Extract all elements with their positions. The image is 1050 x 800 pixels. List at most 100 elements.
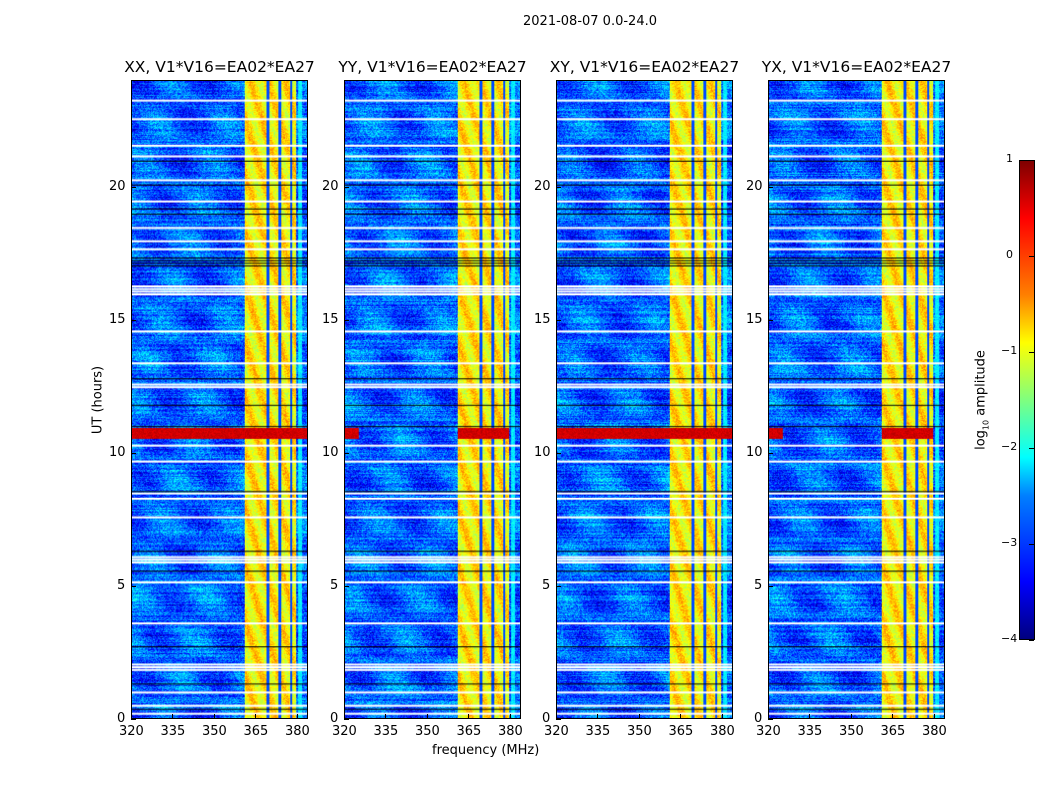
y-tick-mark — [131, 186, 136, 188]
y-tick-mark — [344, 719, 349, 720]
heatmap-panel — [768, 80, 945, 719]
panel-title: XY, V1*V16=EA02*EA27 — [549, 58, 740, 76]
y-tick-label: 0 — [542, 711, 551, 726]
x-tick-label: 380 — [921, 724, 947, 739]
x-tick-label: 335 — [797, 724, 823, 739]
y-tick-label: 20 — [109, 178, 126, 194]
colorbar-tick-mark — [1029, 160, 1034, 161]
y-tick-label: 10 — [534, 444, 551, 460]
colorbar — [1019, 160, 1035, 640]
y-tick-label: 15 — [322, 311, 339, 327]
x-tick-label: 335 — [160, 724, 186, 739]
x-tick-mark — [680, 714, 682, 719]
y-tick-label: 20 — [746, 178, 763, 194]
y-tick-mark — [131, 319, 136, 321]
y-tick-mark — [556, 719, 561, 720]
colorbar-tick-mark — [1029, 256, 1034, 257]
panel-title: YY, V1*V16=EA02*EA27 — [338, 58, 527, 76]
colorbar-tick-label: −1 — [1001, 344, 1018, 357]
colorbar-tick-mark — [1029, 352, 1034, 353]
x-tick-label: 380 — [709, 724, 735, 739]
y-tick-mark — [556, 585, 561, 587]
x-tick-mark — [597, 714, 599, 719]
y-tick-label: 0 — [754, 711, 763, 726]
y-tick-mark — [556, 186, 561, 188]
x-tick-mark — [344, 714, 345, 719]
y-tick-mark — [768, 319, 773, 321]
colorbar-tick-label: −3 — [1001, 536, 1018, 549]
x-tick-mark — [768, 714, 769, 719]
x-tick-mark — [509, 714, 511, 719]
colorbar-tick-label: 0 — [1006, 248, 1013, 261]
x-tick-label: 365 — [668, 724, 694, 739]
x-tick-label: 350 — [414, 724, 440, 739]
x-tick-mark — [468, 714, 470, 719]
x-tick-mark — [721, 714, 723, 719]
y-tick-label: 20 — [322, 178, 339, 194]
x-tick-mark — [213, 714, 215, 719]
heatmap-panel — [556, 80, 733, 719]
colorbar-label: log10 amplitude — [973, 350, 991, 450]
x-tick-mark — [809, 714, 811, 719]
y-tick-mark — [768, 719, 773, 720]
y-tick-label: 15 — [109, 311, 126, 327]
y-tick-label: 5 — [117, 577, 126, 593]
x-tick-label: 335 — [373, 724, 399, 739]
y-tick-mark — [556, 319, 561, 321]
x-tick-label: 320 — [756, 724, 781, 739]
y-tick-mark — [344, 452, 349, 454]
colorbar-tick-label: −4 — [1001, 632, 1018, 645]
y-tick-label: 5 — [754, 577, 763, 593]
colorbar-tick-mark — [1029, 544, 1034, 545]
x-tick-label: 350 — [626, 724, 652, 739]
y-tick-mark — [768, 585, 773, 587]
x-tick-mark — [933, 714, 935, 719]
x-tick-mark — [892, 714, 894, 719]
x-tick-label: 365 — [880, 724, 906, 739]
heatmap-canvas — [345, 81, 520, 718]
y-tick-label: 5 — [542, 577, 551, 593]
x-tick-mark — [556, 714, 557, 719]
x-tick-mark — [296, 714, 298, 719]
y-tick-mark — [344, 319, 349, 321]
y-tick-label: 20 — [534, 178, 551, 194]
y-tick-label: 15 — [534, 311, 551, 327]
x-tick-label: 380 — [284, 724, 310, 739]
y-tick-mark — [344, 186, 349, 188]
x-tick-label: 350 — [838, 724, 864, 739]
y-tick-label: 10 — [322, 444, 339, 460]
colorbar-tick-label: −2 — [1001, 440, 1018, 453]
y-tick-mark — [768, 186, 773, 188]
y-tick-label: 15 — [746, 311, 763, 327]
colorbar-tick-mark — [1029, 448, 1034, 449]
heatmap-panel — [131, 80, 308, 719]
x-tick-mark — [255, 714, 257, 719]
panel-title: XX, V1*V16=EA02*EA27 — [124, 58, 315, 76]
y-tick-label: 10 — [746, 444, 763, 460]
heatmap-canvas — [132, 81, 307, 718]
x-tick-label: 365 — [243, 724, 269, 739]
x-tick-label: 350 — [201, 724, 227, 739]
y-tick-label: 10 — [109, 444, 126, 460]
y-tick-mark — [556, 452, 561, 454]
y-tick-mark — [131, 452, 136, 454]
y-tick-label: 5 — [330, 577, 339, 593]
x-tick-label: 320 — [544, 724, 569, 739]
colorbar-tick-mark — [1029, 640, 1034, 641]
heatmap-canvas — [557, 81, 732, 718]
x-tick-mark — [172, 714, 174, 719]
y-tick-label: 0 — [330, 711, 339, 726]
y-tick-label: 0 — [117, 711, 126, 726]
x-tick-mark — [385, 714, 387, 719]
panel-title: YX, V1*V16=EA02*EA27 — [761, 58, 952, 76]
x-tick-mark — [638, 714, 640, 719]
x-tick-mark — [426, 714, 428, 719]
y-tick-mark — [344, 585, 349, 587]
y-tick-mark — [131, 719, 136, 720]
x-tick-label: 380 — [497, 724, 523, 739]
colorbar-tick-label: 1 — [1006, 152, 1013, 165]
x-tick-mark — [131, 714, 132, 719]
heatmap-canvas — [769, 81, 944, 718]
y-tick-mark — [131, 585, 136, 587]
